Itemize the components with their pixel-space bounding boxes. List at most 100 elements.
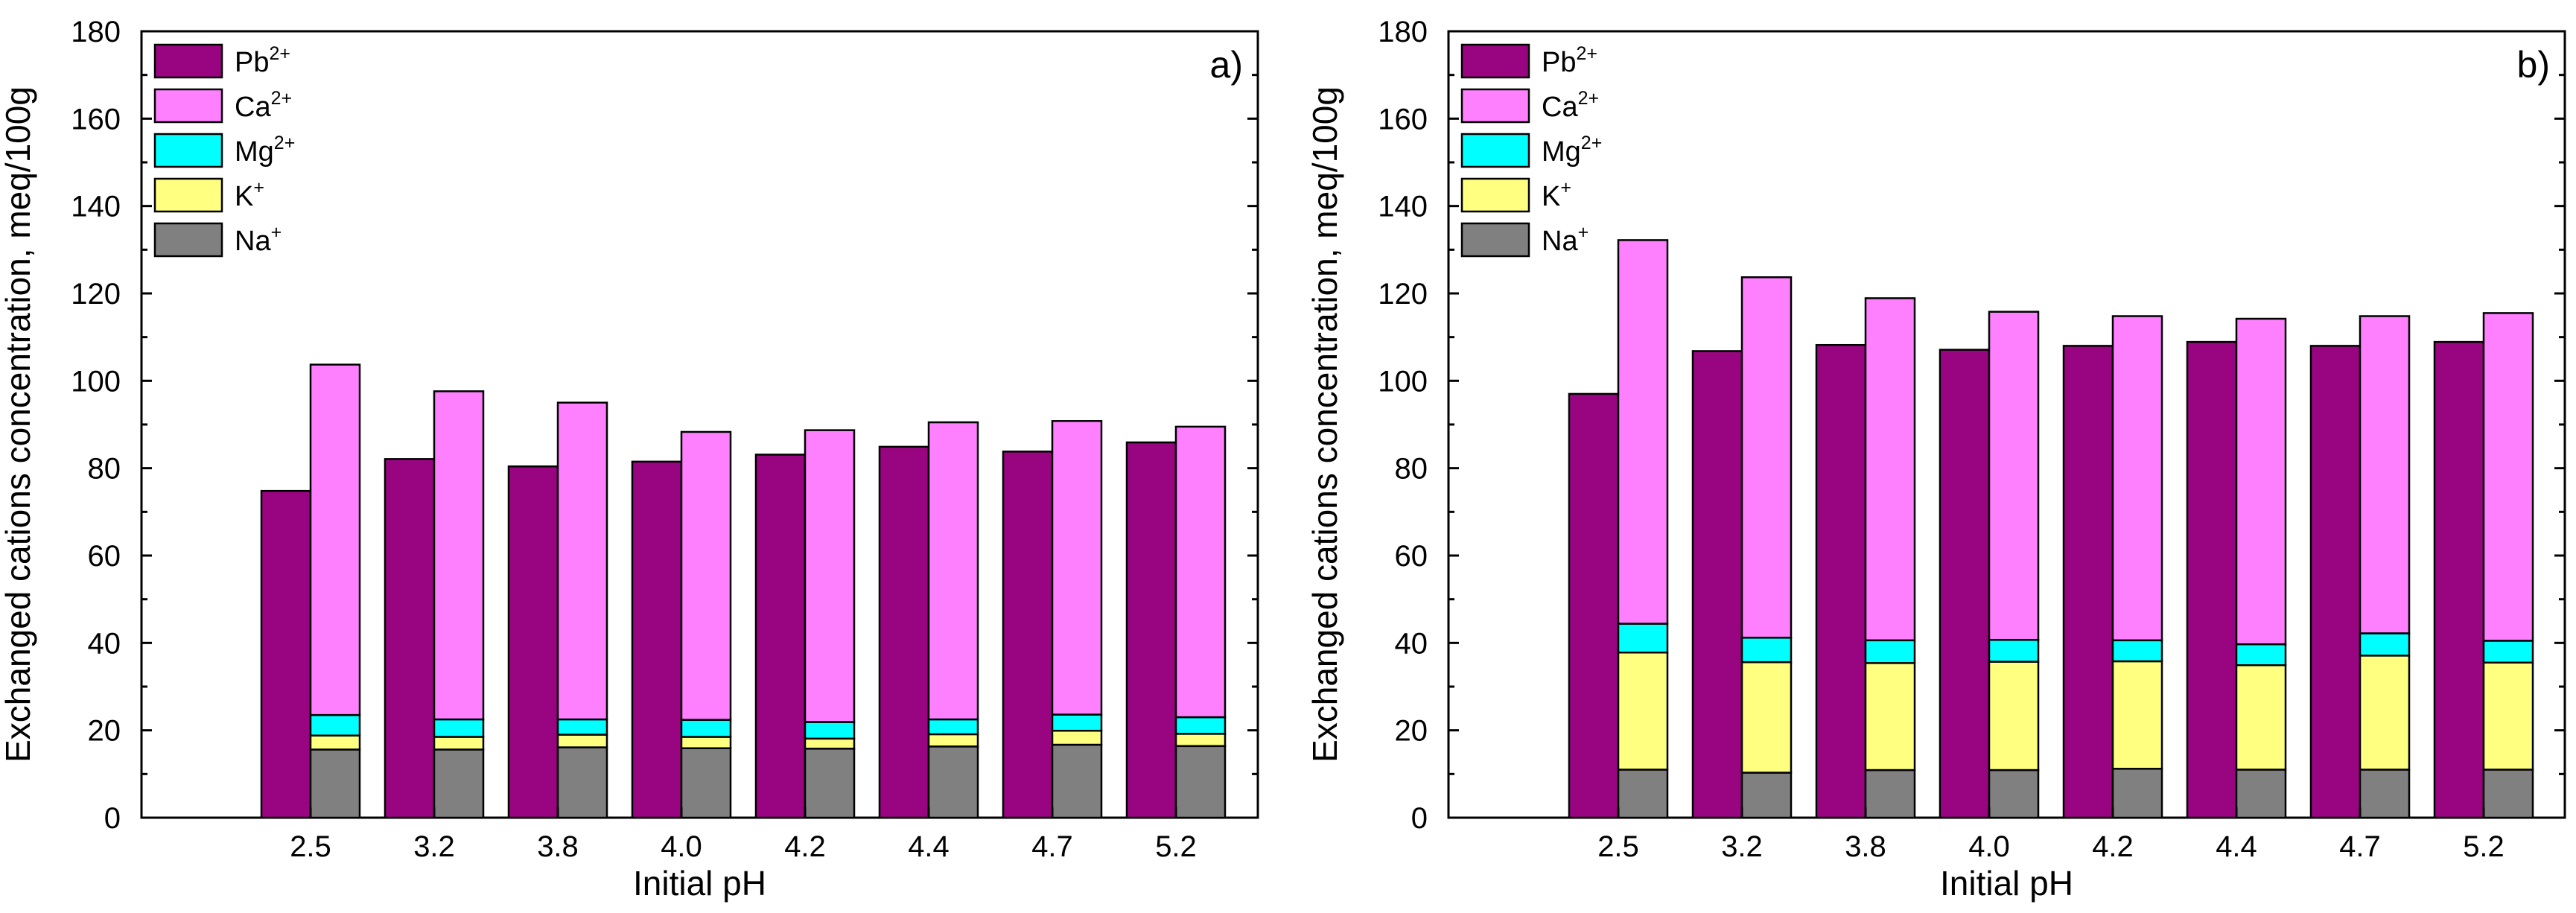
bar-segment-k	[2235, 664, 2287, 771]
legend-label-pb: Pb2+	[1542, 43, 1597, 78]
bar-segment-na	[2359, 769, 2411, 819]
x-tick-label: 5.2	[1155, 830, 1197, 863]
legend-label-pb-charge: 2+	[269, 43, 290, 64]
bar-segment-k	[1617, 651, 1669, 771]
y-tick-label: 160	[71, 103, 121, 136]
y-tick-label: 20	[88, 715, 121, 748]
legend-swatch-ca	[1460, 88, 1530, 124]
x-tick-label: 4.0	[661, 830, 702, 863]
y-tick-label: 180	[1378, 16, 1428, 48]
bar-segment-na	[309, 748, 361, 819]
bar-segment-k	[2482, 661, 2534, 771]
bar-segment-ca	[1740, 276, 1793, 639]
bar-segment-k	[1988, 661, 2040, 772]
x-tick-label: 4.2	[2092, 830, 2134, 863]
y-tick-label: 40	[1395, 627, 1428, 660]
bar-segment-ca	[1988, 311, 2040, 641]
bar-pb	[878, 445, 930, 819]
bar-segment-ca	[1051, 420, 1103, 716]
legend-label-na: Na+	[235, 222, 282, 257]
legend-label-pb-symbol: Pb	[235, 47, 269, 78]
bar-pb	[1002, 451, 1054, 819]
panel-a: 0 20 40 60 80 100 120 140 160 180 2.5 3.2 3.8 4.0 4.2 4…	[0, 16, 1259, 903]
legend-swatch-na	[1460, 222, 1530, 258]
panel-label: b)	[2517, 44, 2550, 86]
bar-segment-k	[1864, 662, 1916, 772]
legend-label-ca-charge: 2+	[271, 88, 293, 109]
legend-swatch-mg	[1460, 133, 1530, 168]
legend-label-k: K+	[235, 177, 264, 212]
legend-label-k-charge: +	[253, 177, 264, 198]
bar-segment-k	[309, 734, 361, 751]
y-tick-label: 120	[71, 278, 121, 311]
bar-pb	[1125, 441, 1177, 819]
x-tick-label: 3.2	[1721, 830, 1763, 863]
bar-segment-ca	[1864, 297, 1916, 642]
bar-segment-ca	[1617, 239, 1669, 625]
bar-segment-na	[1051, 743, 1103, 819]
x-axis-title: Initial pH	[1940, 864, 2073, 903]
bar-segment-k	[680, 736, 732, 749]
legend-label-ca-symbol: Ca	[1542, 92, 1578, 123]
bar-segment-na	[433, 748, 485, 819]
bar-segment-ca	[680, 430, 732, 721]
y-tick-label: 0	[1411, 802, 1428, 835]
y-tick-label: 180	[71, 16, 121, 48]
y-axis-title: Exchanged cations concentration, meq/100…	[0, 86, 37, 763]
bar-segment-ca	[2111, 315, 2163, 642]
x-axis-title: Initial pH	[633, 864, 766, 903]
bar-segment-k	[1740, 661, 1793, 774]
bar-pb	[1691, 350, 1743, 819]
bar-segment-na	[2111, 768, 2163, 819]
legend: Pb2+Ca2+Mg2+K+Na+	[153, 43, 296, 258]
x-tick-label: 4.7	[1031, 830, 1073, 863]
legend-label-pb-charge: 2+	[1576, 43, 1597, 64]
bar-segment-mg	[1864, 639, 1916, 664]
bar-segment-na	[680, 747, 732, 819]
legend-label-mg-charge: 2+	[274, 133, 296, 153]
x-tick-label: 3.8	[1845, 830, 1886, 863]
legend-label-mg: Mg2+	[1542, 133, 1602, 168]
bar-segment-ca	[309, 363, 361, 716]
bar-segment-mg	[556, 718, 608, 736]
x-tick-label: 4.4	[908, 830, 950, 863]
legend: Pb2+Ca2+Mg2+K+Na+	[1460, 43, 1602, 258]
bar-pb	[2062, 345, 2114, 819]
bar-segment-mg	[680, 719, 732, 738]
bar-segment-k	[804, 737, 856, 750]
y-tick-label: 140	[1378, 191, 1428, 223]
bar-segment-na	[1617, 769, 1669, 819]
x-tick-label: 4.2	[784, 830, 826, 863]
legend-label-mg-symbol: Mg	[235, 136, 274, 168]
bar-segment-ca	[2359, 315, 2411, 634]
legend-label-pb: Pb2+	[235, 43, 290, 78]
y-tick-label: 60	[88, 540, 121, 573]
legend-swatch-na	[153, 222, 223, 258]
y-tick-label: 120	[1378, 278, 1428, 311]
legend-label-na-symbol: Na	[1542, 226, 1578, 257]
legend-label-pb-symbol: Pb	[1542, 47, 1576, 78]
bar-segment-na	[927, 745, 979, 819]
x-tick-label: 5.2	[2463, 830, 2505, 863]
panel-b: 0 20 40 60 80 100 120 140 160 180 2.5 3.2 3.8 4.0 4.2 4…	[1306, 16, 2566, 903]
x-tick-label: 3.2	[413, 830, 455, 863]
bar-segment-na	[1864, 769, 1916, 819]
bar-segment-na	[1988, 769, 2040, 819]
bar-segment-mg	[2235, 643, 2287, 667]
bar-segment-k	[2359, 655, 2411, 771]
legend-label-na-charge: +	[271, 222, 282, 243]
legend-label-k-charge: +	[1560, 177, 1571, 198]
bar-pb	[2433, 340, 2485, 819]
bar-pb	[2309, 345, 2362, 819]
y-tick-label: 160	[1378, 103, 1428, 136]
bar-pb	[2186, 340, 2238, 819]
bar-segment-na	[804, 748, 856, 819]
bar-segment-k	[556, 734, 608, 748]
bar-segment-mg	[1174, 716, 1227, 735]
bar-segment-k	[1051, 730, 1103, 746]
bar-segment-mg	[433, 718, 485, 738]
bar-segment-mg	[309, 713, 361, 737]
y-tick-label: 140	[71, 191, 121, 223]
bar-segment-na	[2235, 769, 2287, 819]
bar-segment-ca	[433, 390, 485, 721]
